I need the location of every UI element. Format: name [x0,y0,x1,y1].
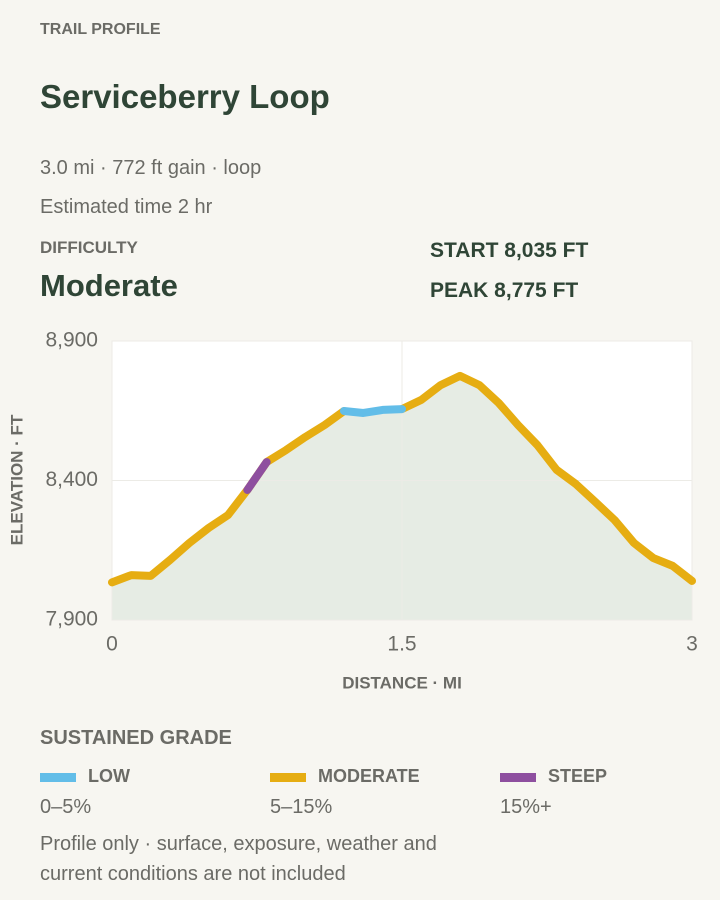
legend-label: LOW [88,766,130,786]
summary: 3.0 mi · 772 ft gain · loop [40,157,262,179]
grade-line [398,371,696,585]
trail-title: Serviceberry Loop [40,78,330,115]
legend-swatch [500,773,536,782]
start: START 8,035 FT [430,239,589,262]
difficulty-label: DIFFICULTY [40,238,138,257]
legend-title: SUSTAINED GRADE [40,727,232,749]
x-axis-label: DISTANCE · MI [342,673,462,692]
peak: PEAK 8,775 FT [430,279,579,302]
legend-range: 5–15% [270,796,333,818]
grade-line [243,458,271,494]
grade-line [108,407,348,587]
legend-range: 0–5% [40,796,92,818]
x-tick-label: 0 [106,633,118,656]
legend-swatch [40,773,76,782]
difficulty: Moderate [40,268,178,303]
y-tick-label: 8,900 [45,329,98,352]
y-tick-label: 7,900 [45,608,98,631]
legend-range: 15%+ [500,796,552,818]
footnote: Profile only · surface, exposure, weathe… [40,833,437,855]
x-tick-label: 1.5 [387,633,416,656]
time: Estimated time 2 hr [40,196,213,218]
eyebrow: TRAIL PROFILE [40,21,161,38]
legend-swatch [270,773,306,782]
legend-label: STEEP [548,766,608,786]
legend-label: MODERATE [318,766,420,786]
x-tick-label: 3 [686,633,698,656]
chart: 7,900 8,400 8,900 0 1.5 3 DISTANCE · MI ELEVATI… [7,329,698,693]
footnote: current conditions are not included [40,863,346,885]
grade-line [340,405,406,417]
y-axis-label: ELEVATION · FT [7,414,26,545]
y-tick-label: 8,400 [45,468,98,491]
